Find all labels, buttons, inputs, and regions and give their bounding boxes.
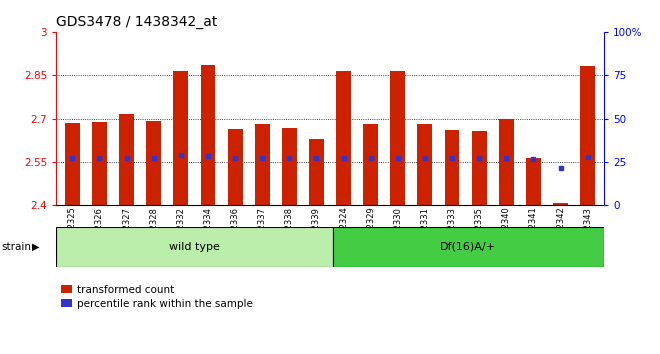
- Bar: [147, 121, 161, 205]
- Bar: [445, 130, 459, 205]
- Bar: [255, 124, 270, 205]
- Bar: [333, 227, 604, 267]
- Bar: [472, 131, 486, 205]
- Bar: [390, 71, 405, 205]
- Bar: [282, 128, 297, 205]
- Bar: [309, 139, 324, 205]
- Text: wild type: wild type: [169, 242, 220, 252]
- Text: strain: strain: [1, 242, 31, 252]
- Bar: [526, 158, 541, 205]
- Bar: [499, 119, 513, 205]
- Bar: [336, 72, 351, 205]
- Bar: [228, 129, 242, 205]
- Text: GDS3478 / 1438342_at: GDS3478 / 1438342_at: [56, 16, 218, 29]
- Bar: [553, 203, 568, 205]
- Text: Df(16)A/+: Df(16)A/+: [440, 242, 496, 252]
- Bar: [363, 124, 378, 205]
- Bar: [65, 123, 80, 205]
- Bar: [92, 122, 107, 205]
- Legend: transformed count, percentile rank within the sample: transformed count, percentile rank withi…: [61, 285, 253, 309]
- Bar: [580, 66, 595, 205]
- Bar: [201, 65, 215, 205]
- Bar: [418, 124, 432, 205]
- Text: ▶: ▶: [32, 242, 39, 252]
- Bar: [56, 227, 333, 267]
- Bar: [119, 114, 134, 205]
- Bar: [174, 72, 188, 205]
